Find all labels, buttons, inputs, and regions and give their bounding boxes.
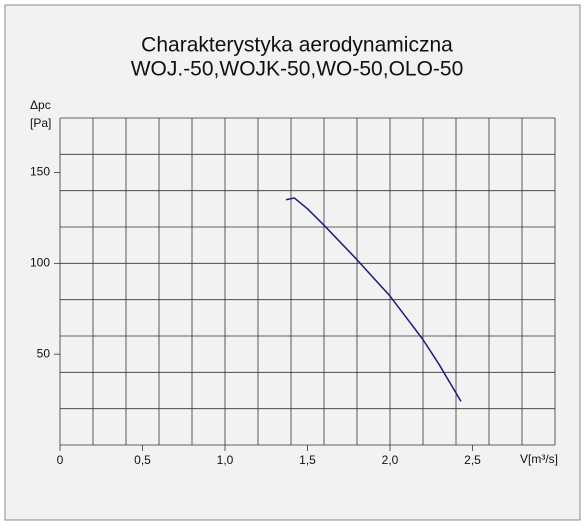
chart-frame	[4, 4, 581, 521]
y-tick-label: 150	[30, 165, 50, 179]
x-axis-label: V[m³/s]	[520, 452, 558, 466]
x-tick-label: 0	[57, 453, 64, 467]
y-tick-label: 100	[30, 256, 50, 270]
y-axis-label: Δpc	[30, 98, 51, 112]
x-tick-label: 0,5	[134, 453, 151, 467]
x-tick-label: 2,0	[382, 453, 399, 467]
x-tick-label: 1,5	[299, 453, 316, 467]
y-tick-label: 50	[37, 346, 51, 360]
chart-title: Charakterystyka aerodynamiczna	[141, 34, 453, 57]
x-tick-label: 1,0	[217, 453, 234, 467]
chart-title: WOJ.-50,WOJK-50,WO-50,OLO-50	[131, 58, 464, 81]
x-tick-label: 2,5	[464, 453, 481, 467]
data-line	[285, 197, 462, 402]
y-axis-label: [Pa]	[30, 116, 51, 130]
